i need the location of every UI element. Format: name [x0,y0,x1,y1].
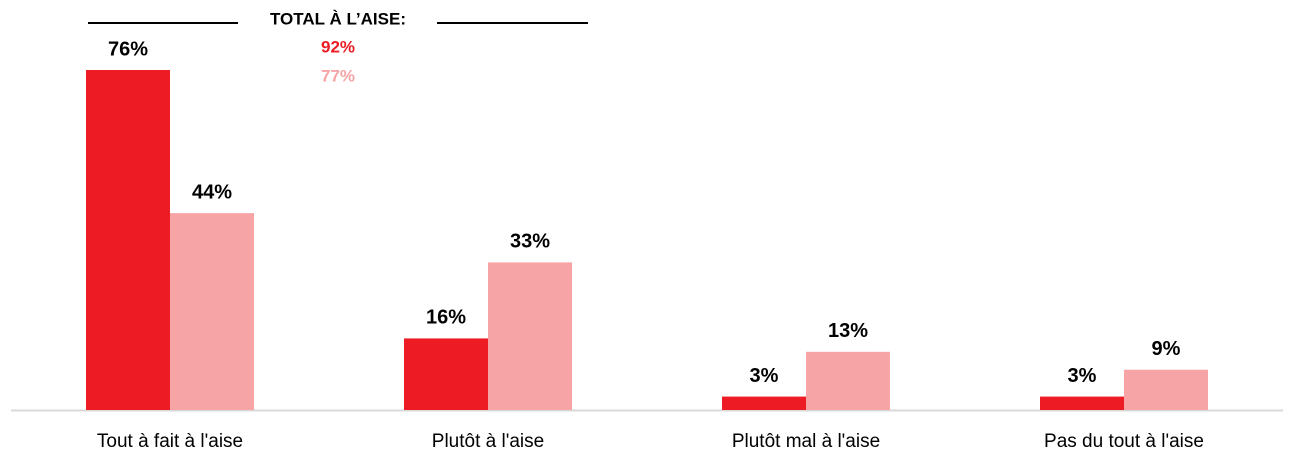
x-tick-label: Tout à fait à l'aise [97,431,243,451]
data-label: 9% [1152,338,1181,360]
data-label: 16% [426,307,466,329]
bar [1124,369,1208,410]
data-label: 13% [828,320,868,342]
annotation-total: 92% [321,37,355,56]
annotation-total: 77% [321,66,355,85]
data-label: 44% [192,181,232,203]
bar [488,262,572,410]
x-tick-label: Plutôt à l'aise [432,431,544,451]
x-tick-label: Plutôt mal à l'aise [732,431,880,451]
data-label: 3% [1068,365,1097,387]
data-label: 76% [108,38,148,60]
bar [404,338,488,410]
bar [170,213,254,410]
bar [86,70,170,410]
annotation-title: TOTAL À L’AISE: [270,9,406,28]
data-label: 3% [750,365,779,387]
bar [806,351,890,410]
x-tick-label: Pas du tout à l'aise [1044,431,1204,451]
bar [1040,396,1124,410]
bar [722,396,806,410]
data-label: 33% [510,231,550,253]
